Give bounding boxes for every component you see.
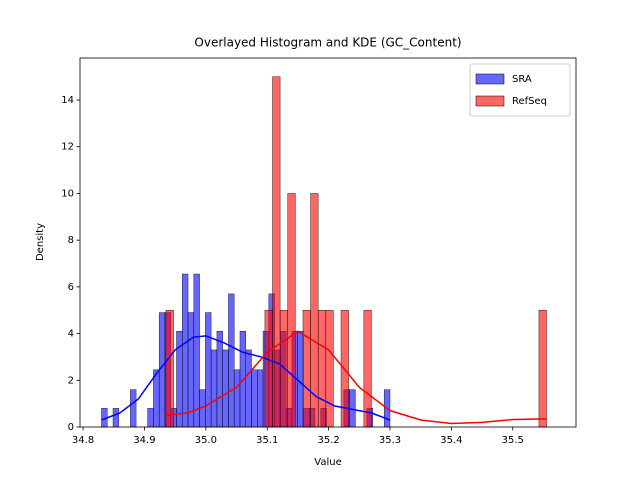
y-tick-label: 4 [68, 329, 74, 340]
histogram-bar [228, 293, 235, 428]
x-tick-label: 35.3 [379, 435, 401, 446]
y-tick-label: 8 [68, 235, 74, 246]
y-tick-label: 6 [68, 282, 74, 293]
y-tick-label: 14 [61, 95, 74, 106]
histogram-bar [272, 76, 281, 428]
histogram-bar [538, 309, 547, 428]
histogram-bar [210, 349, 218, 428]
histogram-bar [251, 369, 258, 428]
legend-swatch [475, 95, 505, 107]
histogram-bar [363, 309, 372, 428]
histogram-bar [245, 349, 252, 428]
kde-line [101, 335, 391, 421]
legend-swatch [475, 73, 505, 85]
x-tick-label: 35.0 [195, 435, 217, 446]
x-tick-label: 35.5 [502, 435, 524, 446]
histogram-bar [222, 349, 229, 428]
y-axis-label: Density [35, 223, 46, 261]
x-tick-label: 35.1 [256, 435, 278, 446]
kde-line [165, 330, 547, 425]
histogram-bar [302, 309, 311, 428]
legend-label: RefSeq [512, 96, 547, 107]
histogram-bar [257, 369, 264, 428]
legend-box [469, 63, 571, 117]
chart-title: Overlayed Histogram and KDE (GC_Content) [194, 36, 461, 50]
histogram-bar [317, 309, 327, 428]
histogram-bar [233, 369, 241, 428]
histogram-bar [193, 273, 200, 428]
y-tick-label: 10 [61, 188, 74, 199]
histogram-bar [130, 389, 137, 428]
x-tick-label: 34.9 [133, 435, 155, 446]
legend-label: SRA [512, 74, 532, 85]
histogram-bar [147, 408, 154, 428]
histogram-bar [187, 312, 195, 428]
histogram-bar [216, 330, 223, 428]
histogram-bar [205, 312, 212, 428]
x-axis-label: Value [314, 457, 341, 468]
histogram-bar [325, 309, 334, 428]
x-tick-label: 35.2 [317, 435, 339, 446]
histogram-bar [165, 309, 174, 428]
plot-frame [79, 57, 577, 428]
histogram-bar [287, 193, 296, 428]
y-tick-label: 0 [68, 422, 74, 433]
y-tick-label: 12 [61, 142, 74, 153]
histogram-bar [182, 273, 189, 428]
x-tick-label: 35.4 [440, 435, 462, 446]
x-tick-label: 34.8 [72, 435, 94, 446]
y-tick-label: 2 [68, 375, 74, 386]
histogram-bar [297, 330, 304, 428]
histogram-bar [264, 309, 273, 428]
histogram-bar [153, 369, 160, 428]
histogram-bar [112, 408, 120, 428]
